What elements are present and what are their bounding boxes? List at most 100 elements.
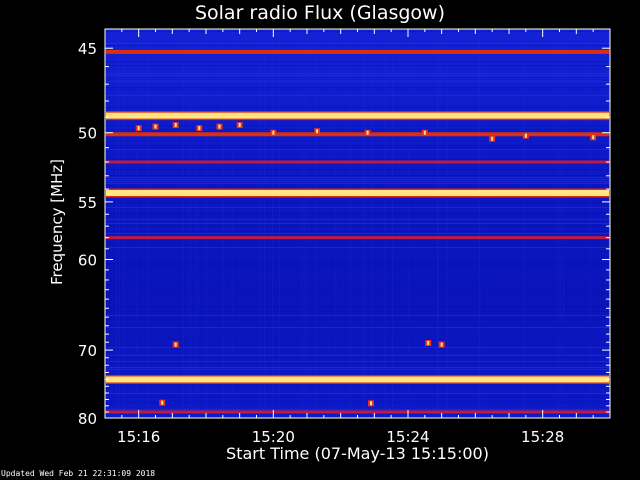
texture-column: [271, 29, 273, 418]
texture-row: [105, 241, 610, 242]
texture-column: [437, 29, 439, 418]
texture-column: [197, 29, 199, 418]
texture-row: [105, 265, 610, 266]
texture-row: [105, 243, 610, 244]
texture-row: [105, 95, 610, 96]
texture-row: [105, 361, 610, 362]
texture-row: [105, 201, 610, 202]
texture-column: [278, 29, 280, 418]
x-axis-label: Start Time (07-May-13 15:15:00): [226, 444, 489, 463]
burst-mark: [427, 341, 430, 346]
texture-column: [559, 29, 561, 418]
texture-column: [206, 29, 208, 418]
burst-mark: [174, 123, 177, 128]
texture-row: [105, 213, 610, 214]
texture-row: [105, 307, 610, 308]
texture-row: [105, 231, 610, 232]
texture-column: [563, 29, 565, 418]
texture-column: [195, 29, 197, 418]
texture-row: [105, 355, 610, 356]
texture-row: [105, 247, 610, 248]
texture-column: [118, 29, 120, 418]
texture-row: [105, 207, 610, 208]
texture-column: [556, 29, 558, 418]
texture-row: [105, 185, 610, 186]
texture-row: [105, 131, 610, 132]
texture-column: [222, 29, 224, 418]
burst-mark: [161, 400, 164, 405]
burst-mark: [316, 129, 319, 134]
texture-row: [105, 387, 610, 388]
texture-row: [105, 393, 610, 394]
texture-row: [105, 317, 610, 318]
texture-row: [105, 311, 610, 312]
texture-row: [105, 169, 610, 170]
texture-row: [105, 183, 610, 184]
texture-column: [605, 29, 607, 418]
emission-band: [106, 49, 609, 54]
texture-row: [105, 65, 610, 66]
texture-column: [362, 29, 364, 418]
texture-row: [105, 245, 610, 246]
texture-row: [105, 45, 610, 46]
texture-row: [105, 385, 610, 386]
texture-row: [105, 369, 610, 370]
emission-band: [106, 160, 609, 164]
emission-band: [106, 376, 609, 383]
texture-row: [105, 87, 610, 88]
texture-column: [231, 29, 233, 418]
texture-row: [105, 179, 610, 180]
burst-mark: [272, 130, 275, 135]
texture-column: [264, 29, 266, 418]
texture-row: [105, 175, 610, 176]
texture-column: [301, 29, 303, 418]
texture-row: [105, 107, 610, 108]
texture-row: [105, 61, 610, 62]
texture-column: [384, 29, 386, 418]
texture-row: [105, 293, 610, 294]
texture-row: [105, 149, 610, 150]
texture-column: [190, 29, 192, 418]
texture-row: [105, 367, 610, 368]
emission-band: [106, 410, 609, 414]
texture-column: [478, 29, 480, 418]
texture-row: [105, 159, 610, 160]
texture-row: [105, 43, 610, 44]
texture-row: [105, 73, 610, 74]
texture-column: [335, 29, 337, 418]
y-tick-label: 80: [78, 410, 97, 428]
texture-row: [105, 339, 610, 340]
texture-row: [105, 403, 610, 404]
update-timestamp: Updated Wed Feb 21 22:31:09 2018: [1, 469, 156, 478]
texture-row: [105, 363, 610, 364]
texture-column: [147, 29, 149, 418]
y-tick-label: 55: [78, 194, 97, 212]
texture-column: [182, 29, 184, 418]
y-tick-label: 50: [78, 125, 97, 143]
emission-band: [106, 236, 609, 240]
x-tick-label: 15:28: [521, 428, 564, 446]
texture-column: [115, 29, 117, 418]
texture-column: [371, 29, 373, 418]
texture-row: [105, 125, 610, 126]
texture-row: [105, 251, 610, 252]
texture-row: [105, 177, 610, 178]
burst-mark: [524, 133, 527, 138]
texture-column: [437, 29, 439, 418]
texture-row: [105, 401, 610, 402]
texture-row: [105, 315, 610, 316]
burst-mark: [592, 135, 595, 140]
burst-mark: [238, 123, 241, 128]
texture-row: [105, 219, 610, 220]
texture-column: [315, 29, 317, 418]
y-tick-label: 60: [78, 252, 97, 270]
texture-column: [349, 29, 351, 418]
texture-row: [105, 89, 610, 90]
texture-row: [105, 233, 610, 234]
burst-mark: [366, 130, 369, 135]
burst-mark: [154, 124, 157, 129]
texture-column: [259, 29, 261, 418]
burst-mark: [423, 130, 426, 135]
